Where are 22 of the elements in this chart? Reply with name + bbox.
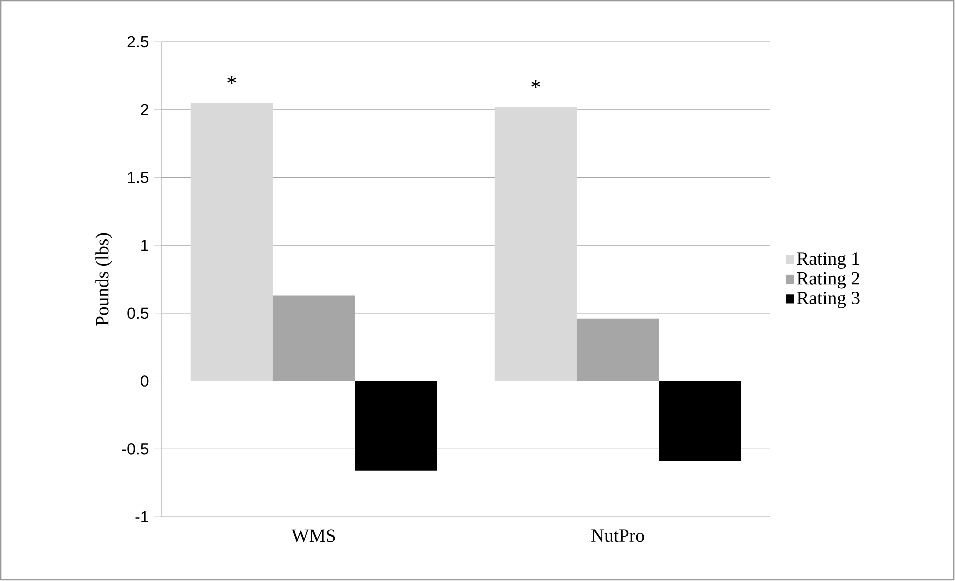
y-tick-label: 1 (142, 240, 149, 252)
y-tick-label: -0.5 (122, 443, 149, 455)
bar (190, 103, 273, 382)
legend-label: Rating 2 (797, 272, 860, 289)
bar (659, 381, 742, 462)
y-tick-label: 1.5 (128, 172, 149, 184)
legend-label: Rating 3 (797, 292, 860, 308)
bar (355, 381, 438, 471)
annotation: * (228, 76, 236, 84)
bar (576, 318, 660, 382)
y-tick-label: 2.5 (128, 36, 149, 48)
y-tick-label: 2 (141, 104, 148, 116)
y-tick-label: -1 (136, 512, 149, 523)
y-tick-label: 0.5 (128, 308, 149, 320)
y-axis-title: Pounds (lbs) (96, 233, 113, 326)
x-tick-label: NutPro (592, 530, 644, 542)
bar (272, 296, 356, 382)
annotation: * (532, 80, 540, 88)
bar (494, 107, 577, 382)
y-tick-label: 0 (141, 376, 149, 387)
x-tick-label: WMS (292, 530, 336, 542)
legend-label: Rating 1 (797, 252, 860, 270)
